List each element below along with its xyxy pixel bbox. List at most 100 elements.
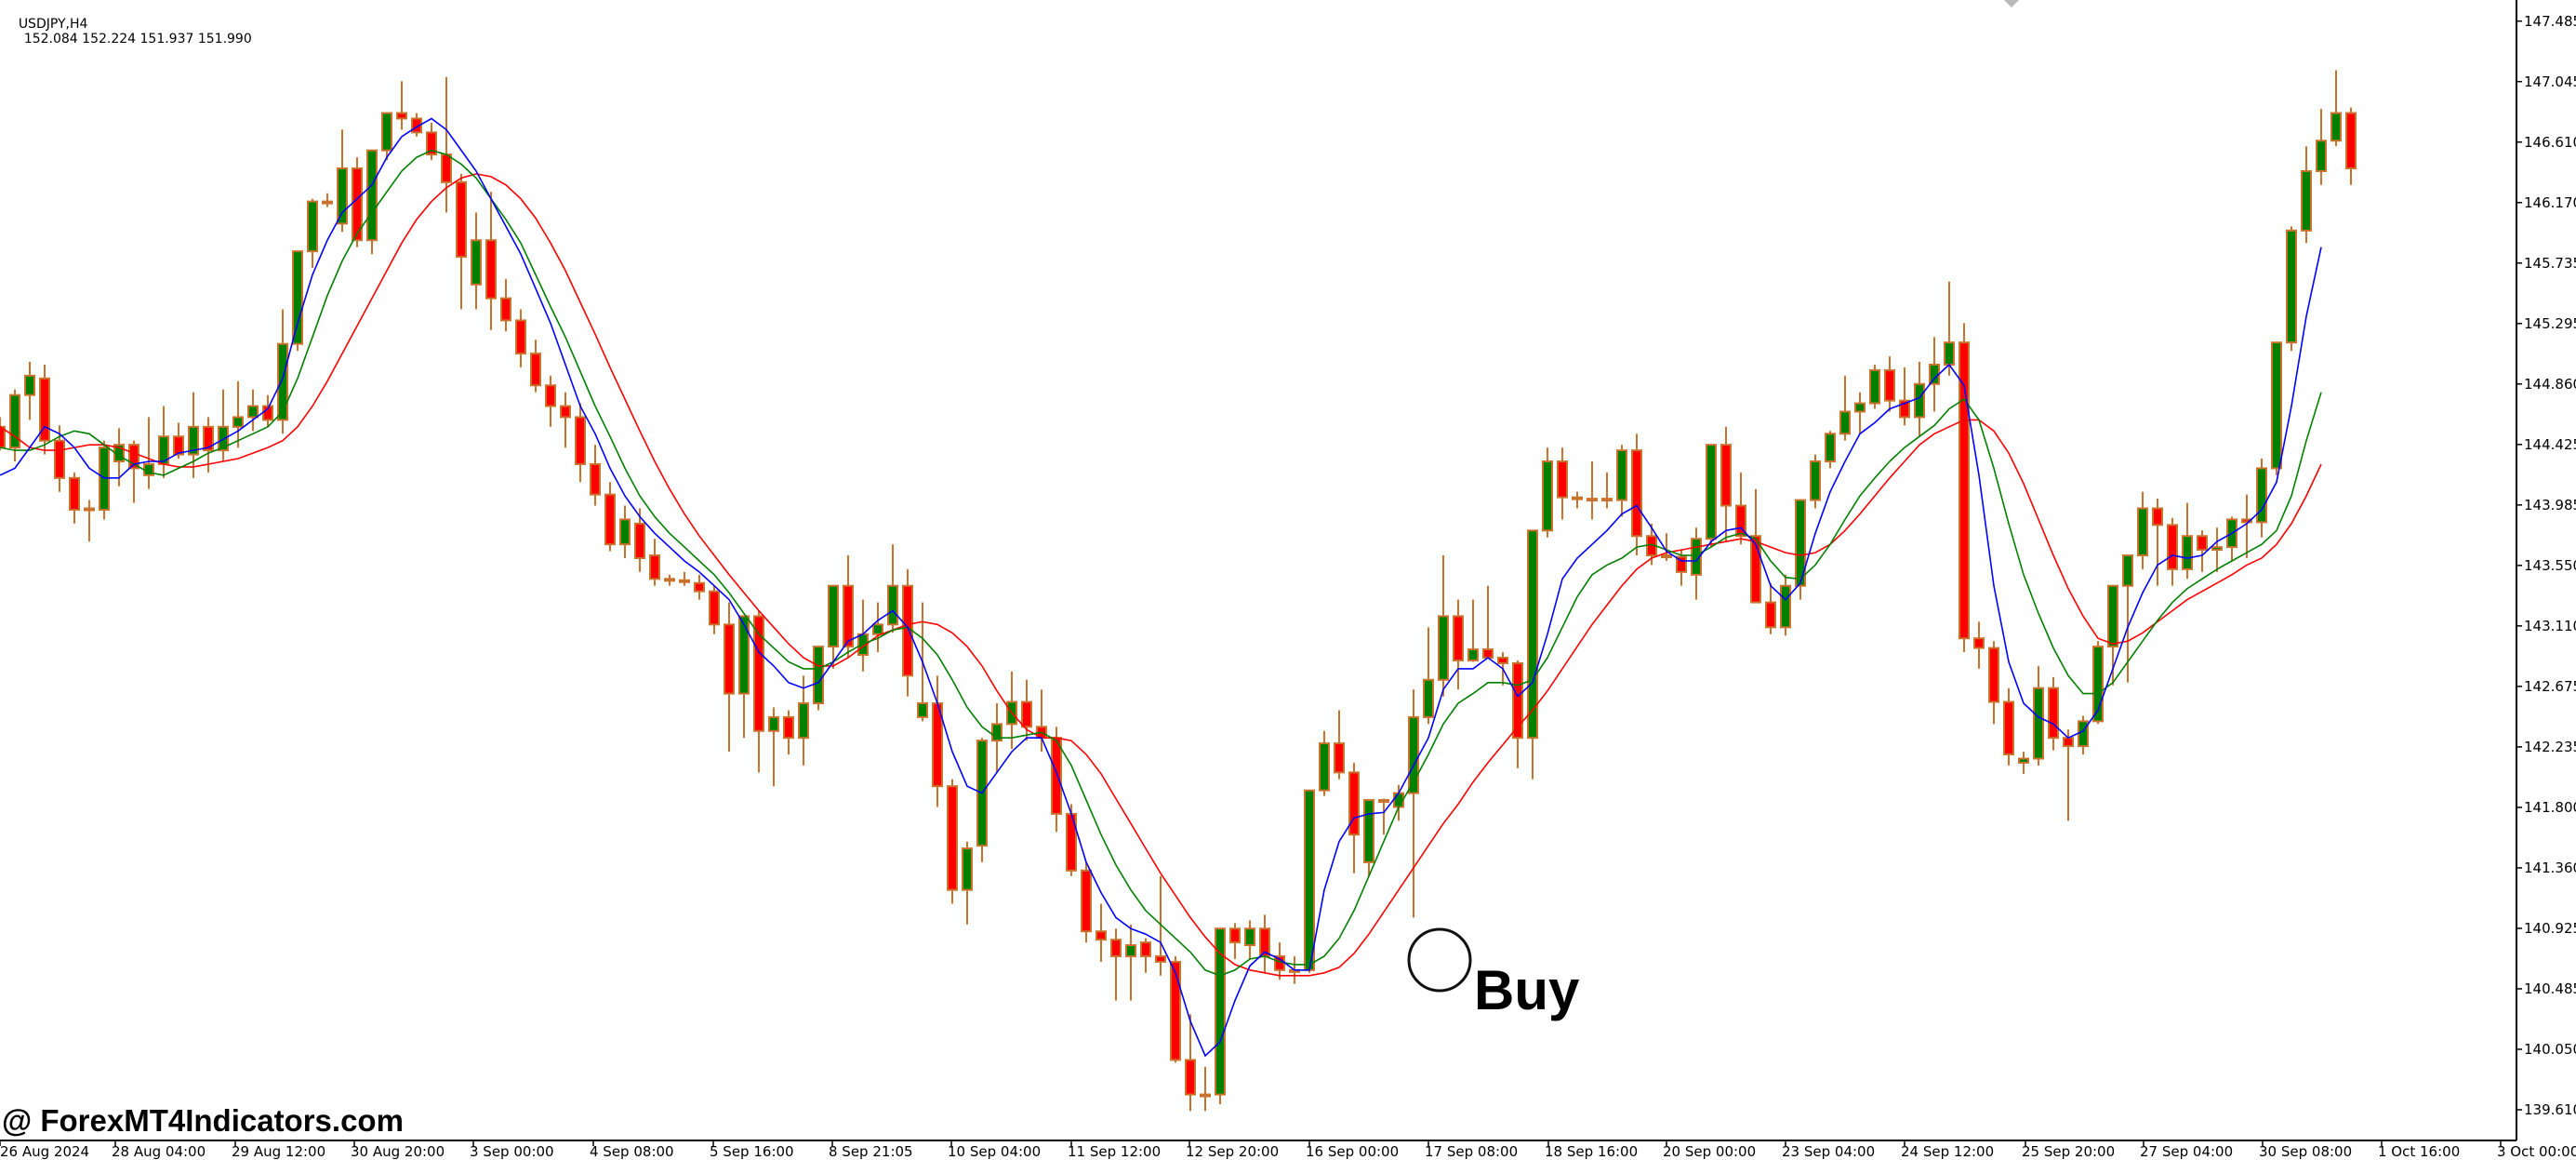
moving-average-lines — [0, 117, 2322, 1058]
bear-candle — [843, 584, 854, 648]
price-tick-label: 147.045 — [2524, 73, 2576, 90]
bear-candle — [1155, 954, 1166, 963]
bear-candle — [1453, 615, 1464, 661]
ohlc-values: 152.084 152.224 151.937 151.990 — [23, 32, 252, 47]
buy-signal-circle — [1407, 927, 1472, 993]
bull-candle — [828, 584, 839, 648]
time-tick-label: 8 Sep 21:05 — [829, 1143, 913, 1160]
bull-candle — [1244, 927, 1255, 947]
bull-candle — [1393, 792, 1404, 808]
bear-candle — [545, 384, 556, 407]
price-tick-label: 141.360 — [2524, 859, 2576, 876]
price-tick-label: 145.735 — [2524, 254, 2576, 272]
bull-candle — [277, 342, 288, 421]
bull-candle — [188, 425, 199, 456]
bull-candle — [2137, 507, 2148, 557]
bear-candle — [947, 785, 958, 891]
bull-candle — [2330, 112, 2342, 142]
time-tick-label: 10 Sep 04:00 — [948, 1143, 1042, 1160]
shift-marker-icon[interactable] — [2004, 0, 2019, 7]
bull-candle — [292, 250, 303, 345]
bear-candle — [634, 522, 645, 560]
bull-candle — [307, 200, 318, 253]
price-tick-label: 144.860 — [2524, 375, 2576, 393]
bull-candle — [2301, 169, 2312, 232]
bear-candle — [1661, 554, 1672, 559]
price-tick-label: 143.110 — [2524, 617, 2576, 634]
bull-candle — [1929, 363, 1940, 385]
bull-candle — [1363, 799, 1374, 863]
bear-candle — [1095, 930, 1107, 941]
bull-candle — [2122, 554, 2133, 587]
bear-candle — [2063, 737, 2074, 748]
bull-candle — [381, 112, 392, 152]
time-tick-label: 1 Oct 16:00 — [2378, 1143, 2461, 1160]
bull-candle — [1125, 944, 1136, 957]
bear-candle — [1959, 341, 1970, 640]
watermark: @ ForexMT4Indicators.com — [2, 1103, 404, 1138]
bear-candle — [39, 377, 50, 442]
buy-signal-label: Buy — [1474, 959, 1580, 1021]
bear-candle — [515, 319, 526, 355]
price-tick-label: 146.610 — [2524, 133, 2576, 151]
bear-candle — [69, 476, 80, 512]
bull-candle — [1825, 433, 1836, 462]
bear-candle — [2241, 518, 2252, 524]
bear-candle — [441, 153, 452, 183]
bull-candle — [917, 702, 928, 718]
bull-candle — [1423, 678, 1434, 718]
bull-candle — [813, 646, 824, 705]
bear-candle — [783, 715, 794, 740]
bear-candle — [1884, 368, 1895, 402]
bear-candle — [1899, 399, 1910, 419]
bull-candle — [1616, 449, 1627, 501]
bull-candle — [872, 623, 883, 635]
price-tick-label: 144.425 — [2524, 435, 2576, 453]
time-tick-label: 29 Aug 12:00 — [232, 1143, 326, 1160]
bear-candle — [753, 615, 764, 732]
bear-candle — [1110, 939, 1122, 957]
bear-candle — [0, 425, 6, 449]
bull-candle — [1795, 499, 1806, 587]
bull-candle — [232, 416, 244, 428]
time-ticks — [0, 1140, 2502, 1146]
bear-candle — [1021, 700, 1032, 728]
bull-candle — [798, 702, 809, 740]
bear-candle — [2048, 687, 2059, 740]
bull-candle — [322, 200, 333, 205]
bull-candle — [768, 715, 779, 732]
bear-candle — [1572, 496, 1583, 500]
bull-candle — [366, 149, 378, 242]
bear-candle — [575, 416, 586, 465]
bull-candle — [1869, 368, 1880, 405]
price-tick-label: 139.610 — [2524, 1101, 2576, 1118]
bear-candle — [128, 444, 139, 470]
bull-candle — [471, 239, 482, 286]
time-tick-label: 4 Sep 08:00 — [590, 1143, 674, 1160]
bull-candle — [1839, 410, 1851, 435]
bear-candle — [54, 439, 65, 479]
bear-candle — [1378, 799, 1389, 804]
bull-candle — [337, 167, 348, 225]
bear-candle — [1140, 941, 1151, 957]
bear-candle — [1988, 647, 1999, 703]
bull-candle — [2271, 341, 2282, 470]
symbol-timeframe: USDJPY,H4 — [18, 17, 88, 32]
bull-candle — [2092, 646, 2104, 723]
time-tick-label: 23 Sep 04:00 — [1782, 1143, 1876, 1160]
bull-candle — [1854, 402, 1866, 413]
bear-candle — [1185, 1059, 1196, 1096]
bear-candle — [1051, 737, 1062, 815]
price-tick-label: 143.550 — [2524, 556, 2576, 574]
bear-candle — [1348, 771, 1360, 836]
bull-candle — [991, 723, 1003, 742]
bear-candle — [649, 554, 660, 580]
bear-candle — [530, 353, 541, 387]
bull-candle — [2211, 546, 2223, 552]
bull-candle — [24, 374, 35, 396]
bull-candle — [1467, 648, 1479, 661]
bear-candle — [1081, 869, 1092, 933]
bull-candle — [2256, 467, 2267, 524]
